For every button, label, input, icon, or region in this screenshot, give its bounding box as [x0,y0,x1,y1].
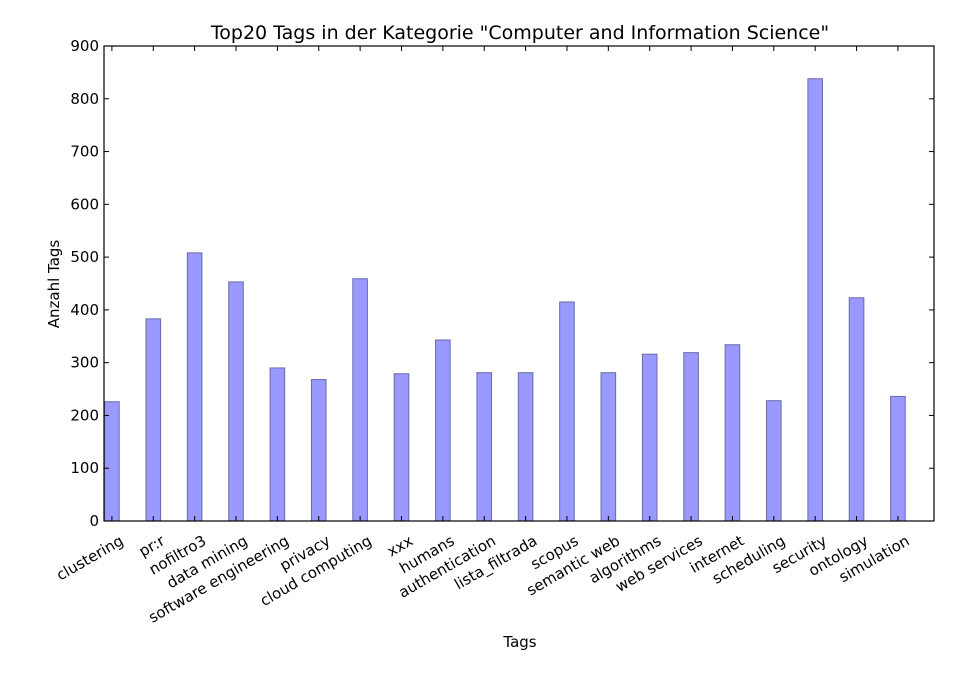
y-tick-label-3: 300 [70,354,99,372]
bar-2 [186,252,203,522]
bar-17 [807,78,823,522]
plot-frame [103,45,935,522]
y-tick-label-2: 200 [70,406,99,424]
bar-15 [724,344,741,522]
y-tick-label-8: 800 [70,90,99,108]
bar-1 [145,318,162,522]
y-tick-label-5: 500 [70,248,99,266]
bar-7 [393,373,410,522]
bar-8 [435,339,451,522]
y-tick-label-7: 700 [70,143,99,161]
bar-13 [641,353,658,522]
bar-5 [310,379,327,522]
x-tick-label-0: clustering [53,532,126,585]
bar-0 [104,401,120,522]
bar-14 [683,352,699,522]
y-tick-label-1: 100 [70,459,99,477]
x-axis-label: Tags [502,633,536,651]
y-tick-label-9: 900 [70,37,99,55]
y-tick-label-4: 400 [70,301,99,319]
bar-9 [476,372,493,522]
bar-12 [600,372,617,522]
y-tick-label-6: 600 [70,195,99,213]
bar-4 [269,367,286,522]
bar-11 [559,301,575,522]
bar-3 [228,281,244,522]
bars-group [104,78,906,522]
bar-10 [517,372,534,522]
chart-title: Top20 Tags in der Kategorie "Computer an… [210,22,829,44]
y-ticks-group: 0 100 200 300 400 500 600 700 800 900 [70,37,934,530]
bar-16 [766,400,782,522]
y-axis-label: Anzahl Tags [45,240,63,329]
y-tick-label-0: 0 [89,512,99,530]
bar-18 [848,297,865,522]
bar-6 [352,278,368,522]
bar-19 [890,395,906,522]
